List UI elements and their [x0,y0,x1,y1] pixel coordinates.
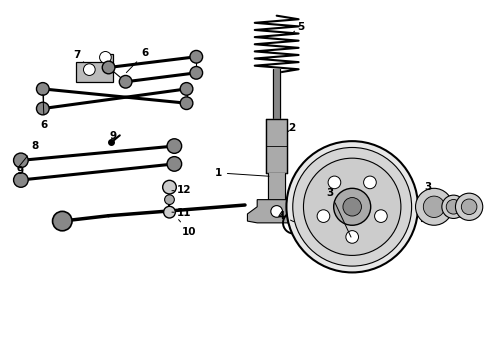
Circle shape [456,193,483,220]
Circle shape [343,198,362,216]
Text: 6: 6 [126,48,149,73]
Circle shape [180,82,193,95]
Circle shape [14,173,28,187]
Text: 11: 11 [172,208,192,218]
Circle shape [442,195,465,219]
Circle shape [14,153,28,168]
Circle shape [36,102,49,115]
Circle shape [303,158,401,255]
Circle shape [374,210,387,222]
Text: 1: 1 [215,168,269,178]
Circle shape [167,139,182,153]
Circle shape [328,176,341,189]
Text: 4: 4 [278,211,294,222]
Text: 2: 2 [288,123,295,133]
Bar [445,198,450,215]
Circle shape [163,180,176,194]
Circle shape [190,67,202,79]
Text: 12: 12 [172,185,192,195]
Circle shape [334,188,371,225]
Circle shape [423,196,445,217]
Circle shape [99,51,111,63]
Circle shape [119,76,132,88]
Polygon shape [247,200,306,223]
Polygon shape [273,69,280,119]
Circle shape [52,211,72,231]
Circle shape [190,50,202,63]
Circle shape [165,195,174,204]
Circle shape [416,188,453,225]
Circle shape [461,199,477,215]
Polygon shape [266,119,288,173]
Text: 3: 3 [327,188,351,237]
Polygon shape [268,173,286,200]
Polygon shape [76,54,114,82]
Circle shape [271,206,283,217]
Text: 6: 6 [41,94,48,130]
Circle shape [164,206,175,218]
Text: 5: 5 [294,22,305,32]
Text: 8: 8 [18,141,39,168]
Circle shape [36,82,49,95]
Circle shape [446,199,461,214]
Circle shape [317,210,330,222]
Circle shape [180,97,193,109]
Circle shape [293,148,412,266]
Circle shape [287,141,418,273]
Circle shape [83,64,95,76]
Bar [462,202,466,212]
Bar [421,193,428,221]
Circle shape [167,157,182,171]
Text: 7: 7 [73,50,84,63]
Circle shape [102,61,115,74]
Circle shape [364,176,376,189]
Text: 10: 10 [178,220,196,237]
Text: 9: 9 [16,166,24,176]
Text: 9: 9 [110,131,117,141]
Circle shape [346,231,359,243]
Text: 3: 3 [424,182,431,192]
